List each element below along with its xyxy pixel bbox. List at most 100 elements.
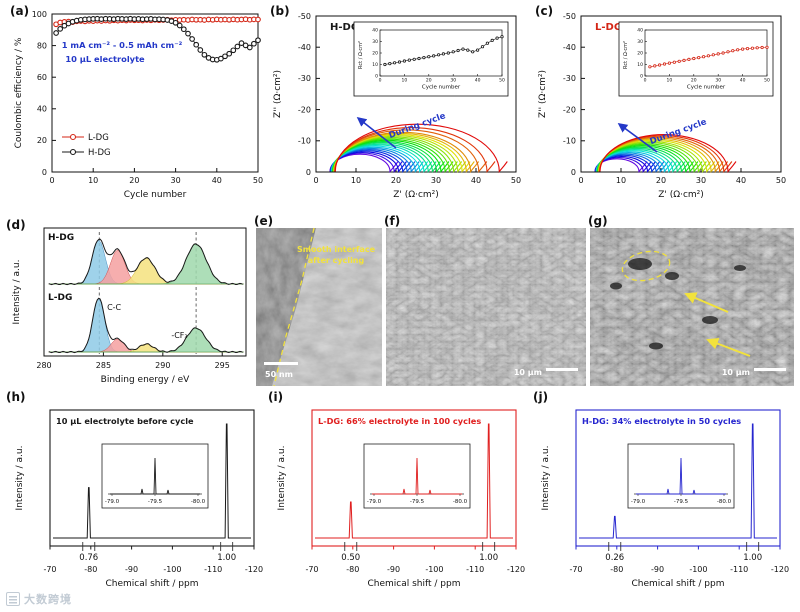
svg-text:-120: -120 bbox=[507, 565, 525, 574]
svg-text:Binding energy / eV: Binding energy / eV bbox=[101, 375, 191, 385]
svg-text:1.00: 1.00 bbox=[743, 553, 762, 563]
scale-bar-label: 10 μm bbox=[514, 368, 542, 377]
svg-text:H-DG: H-DG bbox=[330, 22, 359, 33]
svg-text:-10: -10 bbox=[563, 137, 576, 146]
svg-text:10: 10 bbox=[351, 176, 361, 185]
svg-text:Coulombic efficiency / %: Coulombic efficiency / % bbox=[14, 37, 24, 148]
svg-text:10: 10 bbox=[402, 78, 408, 84]
svg-text:Cycle number: Cycle number bbox=[422, 85, 461, 91]
svg-text:-90: -90 bbox=[125, 565, 138, 574]
svg-text:40: 40 bbox=[471, 176, 481, 185]
svg-text:50: 50 bbox=[776, 176, 786, 185]
svg-text:-80: -80 bbox=[346, 565, 359, 574]
panel-label-d: (d) bbox=[6, 218, 26, 232]
svg-text:Intensity / a.u.: Intensity / a.u. bbox=[12, 260, 22, 325]
svg-text:-80.0: -80.0 bbox=[717, 499, 732, 505]
svg-text:50: 50 bbox=[511, 176, 521, 185]
svg-text:10: 10 bbox=[637, 62, 643, 68]
sem-image-ldg-surface: 10 μm bbox=[386, 228, 586, 386]
arrow-icon bbox=[684, 292, 729, 313]
watermark-text: 大数跨境 bbox=[24, 593, 72, 606]
svg-text:H-DG: H-DG bbox=[48, 233, 74, 243]
sem-image-hdg-surface: 10 μm bbox=[590, 228, 794, 386]
svg-text:H-DG: H-DG bbox=[88, 148, 111, 158]
svg-text:0.76: 0.76 bbox=[79, 553, 98, 563]
svg-text:1 mA cm⁻² - 0.5 mAh cm⁻²: 1 mA cm⁻² - 0.5 mAh cm⁻² bbox=[62, 40, 183, 50]
chart-xps-spectra: 280 285 290 295 Binding energy / eV Intensity… bbox=[12, 227, 247, 385]
svg-text:295: 295 bbox=[215, 361, 230, 370]
svg-text:-40: -40 bbox=[298, 43, 311, 52]
svg-text:-10: -10 bbox=[298, 137, 311, 146]
sem-dark-pores bbox=[610, 258, 746, 350]
svg-text:280: 280 bbox=[36, 361, 51, 370]
chart-nmr-hdg: -70 -80 -90 -100 -110 -120 Chemical shift / pp… bbox=[541, 409, 789, 589]
sem-noise-texture bbox=[386, 228, 586, 386]
panel-label-c: (c) bbox=[535, 4, 554, 18]
svg-text:Intensity / a.u.: Intensity / a.u. bbox=[541, 446, 551, 511]
svg-text:20: 20 bbox=[691, 78, 697, 84]
svg-text:-110: -110 bbox=[466, 565, 484, 574]
svg-text:40: 40 bbox=[740, 78, 746, 84]
svg-text:-100: -100 bbox=[689, 565, 707, 574]
svg-text:-20: -20 bbox=[563, 105, 576, 114]
svg-text:-40: -40 bbox=[563, 43, 576, 52]
svg-text:0: 0 bbox=[644, 78, 647, 84]
svg-text:1.00: 1.00 bbox=[479, 553, 498, 563]
tem-caption-line2: after cycling bbox=[308, 256, 365, 265]
svg-text:Chemical shift / ppm: Chemical shift / ppm bbox=[632, 579, 725, 589]
svg-text:0: 0 bbox=[42, 168, 47, 177]
svg-text:10: 10 bbox=[616, 176, 626, 185]
svg-text:-100: -100 bbox=[425, 565, 443, 574]
svg-text:30: 30 bbox=[431, 176, 441, 185]
chart-nmr-ldg: -70 -80 -90 -100 -110 -120 Chemical shift / pp… bbox=[277, 409, 525, 589]
chart-nmr-before-cycle: -70 -80 -90 -100 -110 -120 Chemical shift / pp… bbox=[15, 409, 263, 589]
svg-text:-79.0: -79.0 bbox=[631, 499, 646, 505]
svg-text:-30: -30 bbox=[298, 74, 311, 83]
svg-text:-80.0: -80.0 bbox=[453, 499, 468, 505]
svg-text:20: 20 bbox=[391, 176, 401, 185]
scale-bar bbox=[754, 368, 786, 371]
sem-noise-texture bbox=[590, 228, 794, 386]
svg-text:Cycle number: Cycle number bbox=[124, 190, 187, 200]
svg-text:Intensity / a.u.: Intensity / a.u. bbox=[15, 446, 25, 511]
svg-text:0: 0 bbox=[379, 78, 382, 84]
svg-text:-20: -20 bbox=[298, 105, 311, 114]
svg-text:-80: -80 bbox=[610, 565, 623, 574]
svg-text:0.50: 0.50 bbox=[341, 553, 360, 563]
svg-text:10 μL electrolyte: 10 μL electrolyte bbox=[65, 54, 145, 64]
svg-text:50: 50 bbox=[499, 78, 505, 84]
svg-text:30: 30 bbox=[637, 39, 643, 45]
svg-text:Z'' (Ω·cm²): Z'' (Ω·cm²) bbox=[273, 70, 283, 118]
svg-text:-79.0: -79.0 bbox=[105, 499, 120, 505]
svg-text:10: 10 bbox=[372, 62, 378, 68]
svg-text:30: 30 bbox=[372, 39, 378, 45]
svg-text:80: 80 bbox=[37, 41, 47, 50]
svg-text:Intensity / a.u.: Intensity / a.u. bbox=[277, 446, 287, 511]
svg-text:-110: -110 bbox=[730, 565, 748, 574]
panel-label-j: (j) bbox=[533, 390, 549, 404]
svg-text:Z'' (Ω·cm²): Z'' (Ω·cm²) bbox=[538, 70, 548, 118]
svg-text:20: 20 bbox=[37, 136, 47, 145]
svg-text:L-DG: L-DG bbox=[88, 133, 109, 143]
svg-text:30: 30 bbox=[696, 176, 706, 185]
tem-bright-region bbox=[272, 228, 382, 386]
svg-text:20: 20 bbox=[426, 78, 432, 84]
svg-text:Chemical shift / ppm: Chemical shift / ppm bbox=[106, 579, 199, 589]
svg-text:-79.0: -79.0 bbox=[367, 499, 382, 505]
svg-text:-70: -70 bbox=[43, 565, 56, 574]
svg-text:20: 20 bbox=[656, 176, 666, 185]
svg-text:10: 10 bbox=[88, 176, 98, 185]
panel-label-a: (a) bbox=[10, 4, 30, 18]
svg-text:20: 20 bbox=[129, 176, 139, 185]
svg-text:40: 40 bbox=[212, 176, 222, 185]
svg-text:285: 285 bbox=[96, 361, 111, 370]
panel-label-f: (f) bbox=[384, 214, 401, 228]
svg-text:60: 60 bbox=[37, 73, 47, 82]
svg-text:-120: -120 bbox=[245, 565, 263, 574]
svg-text:10 μL electrolyte before cycle: 10 μL electrolyte before cycle bbox=[56, 416, 194, 426]
svg-text:0: 0 bbox=[306, 168, 311, 177]
svg-text:L-DG: 66% electrolyte in 100 c: L-DG: 66% electrolyte in 100 cycles bbox=[318, 416, 481, 426]
svg-text:-80.0: -80.0 bbox=[191, 499, 206, 505]
interface-dashed-line bbox=[273, 227, 315, 387]
